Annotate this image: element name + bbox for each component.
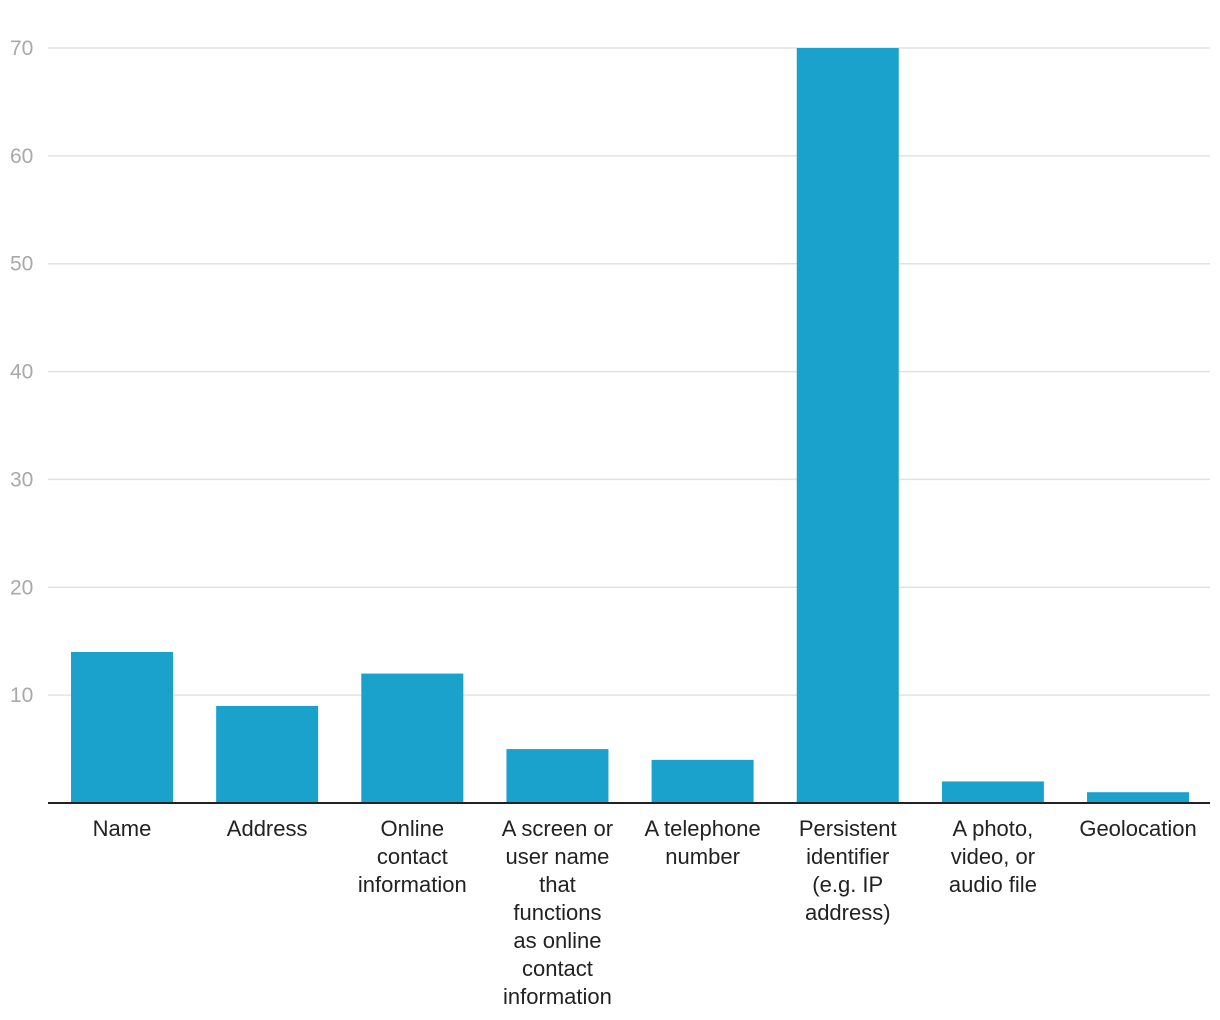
bar	[506, 749, 609, 803]
x-tick-label: A screen or user name that functions as onli…	[502, 816, 613, 1009]
x-tick-label: A photo, video, or audio file	[949, 816, 1037, 897]
x-tick-label: Address	[227, 816, 308, 841]
x-tick-label-line: Online	[381, 816, 445, 841]
x-tick-label-line: Geolocation	[1079, 816, 1196, 841]
y-tick-label: 10	[10, 684, 33, 707]
y-tick-label: 20	[10, 576, 33, 599]
x-tick-label-line: audio file	[949, 872, 1037, 897]
x-tick-label-line: information	[358, 872, 467, 897]
x-tick-label-line: Persistent	[799, 816, 897, 841]
x-tick-label-line: A photo,	[953, 816, 1034, 841]
x-tick-label-line: Address	[227, 816, 308, 841]
y-tick-label: 70	[10, 37, 33, 60]
grid-layer	[48, 47, 1210, 696]
x-tick-label-line: as online	[513, 928, 601, 953]
x-tick-label-line: A screen or	[502, 816, 613, 841]
bar	[1087, 792, 1190, 803]
x-tick-label: Persistent identifier (e.g. IP address)	[799, 816, 897, 925]
x-tick-label: Name	[93, 816, 152, 841]
x-tick-label-line: contact	[377, 844, 448, 869]
x-tick-label-line: address)	[805, 900, 891, 925]
y-tick-label: 60	[10, 145, 33, 168]
bar	[796, 48, 899, 803]
x-tick-label-line: Name	[93, 816, 152, 841]
x-tick-label-line: (e.g. IP	[812, 872, 883, 897]
x-tick-label-line: contact	[522, 956, 593, 981]
bar	[361, 673, 464, 803]
x-tick-label-line: video, or	[951, 844, 1035, 869]
bar	[71, 652, 173, 803]
bar-layer	[71, 48, 1190, 803]
y-tick-label: 30	[10, 468, 33, 491]
x-tick-label-line: information	[503, 984, 612, 1009]
x-tick-label-line: identifier	[806, 844, 889, 869]
y-axis-ticks: 10 20 30 40 50 60 70	[10, 37, 33, 707]
x-tick-label-line: that	[539, 872, 576, 897]
x-tick-label-line: functions	[513, 900, 601, 925]
bar	[941, 781, 1044, 803]
x-tick-label-line: number	[665, 844, 740, 869]
x-tick-label: A telephone number	[644, 816, 760, 869]
bar	[216, 705, 319, 803]
y-tick-label: 40	[10, 361, 33, 384]
x-tick-label-line: A telephone	[644, 816, 760, 841]
x-tick-label: Online contact information	[358, 816, 467, 897]
x-tick-label: Geolocation	[1079, 816, 1196, 841]
bar	[651, 759, 754, 803]
y-tick-label: 50	[10, 253, 33, 276]
x-tick-label-line: user name	[505, 844, 609, 869]
